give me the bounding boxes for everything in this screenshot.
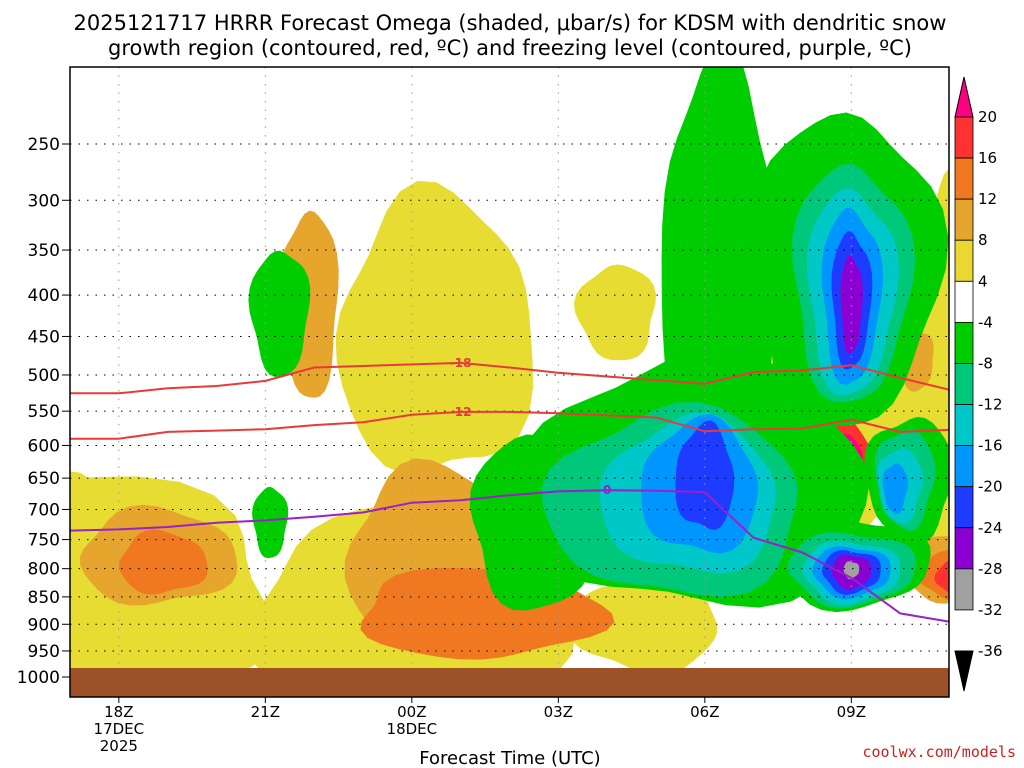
y-tick-label-500: 500: [28, 366, 60, 386]
colorbar-band-10: [954, 486, 974, 529]
colorbar-band-9: [954, 445, 974, 488]
dgz-minus12-contour: [70, 410, 949, 440]
dgz-minus12-contour-label: -12: [450, 405, 472, 419]
y-tick-label-450: 450: [28, 327, 60, 347]
freezing-level-contour-label: 0: [603, 483, 611, 497]
y-tick-label-900: 900: [28, 615, 60, 635]
y-tick-label-300: 300: [28, 191, 60, 211]
y-tick-label-850: 850: [28, 588, 60, 608]
colorbar-band-12: [954, 568, 974, 611]
colorbar-band-6: [954, 321, 974, 364]
y-axis-ticks: 250 300 350 400 450 500 550 600 650 700 750 800 850 9…: [17, 135, 70, 688]
colorbar-label-11: -28: [978, 560, 1003, 578]
colorbar-band-1: [954, 116, 974, 159]
colorbar-band-3: [954, 198, 974, 241]
x-tick-label-21Z-0: 21Z: [251, 703, 280, 721]
contour-lines: -18 -12 0: [70, 356, 949, 623]
omega-region-m4-6: [252, 486, 289, 558]
omega-region-p4-2: [335, 180, 533, 474]
x-axis-label: Forecast Time (UTC): [419, 748, 600, 768]
y-tick-label-750: 750: [28, 531, 60, 551]
colorbar-label-8: -16: [978, 437, 1003, 455]
y-tick-label-400: 400: [28, 286, 60, 306]
freezing-level-contour: [70, 489, 949, 623]
omega-region-m4-3: [661, 67, 779, 451]
plot-frame: [69, 66, 950, 698]
chart-title-line1: 2025121717 HRRR Forecast Omega (shaded, …: [74, 11, 947, 35]
colorbar-band-4: [954, 239, 974, 282]
omega-region-p4-4: [574, 264, 656, 361]
colorbar-label-1: 16: [978, 149, 997, 167]
omega-region-p12-1: [119, 529, 208, 595]
omega-region-m24-0: [840, 254, 863, 354]
colorbar-label-13: -36: [978, 642, 1003, 660]
dgz-minus18-contour-label: -18: [450, 356, 472, 370]
colorbar-label-12: -32: [978, 601, 1003, 619]
omega-region-p12-2: [915, 550, 949, 601]
colorbar-label-5: -4: [978, 313, 993, 331]
x-tick-label-18Z-1: 17DEC: [94, 720, 145, 738]
x-tick-label-00Z-0: 00Z: [397, 703, 426, 721]
colorbar-band-8: [954, 404, 974, 447]
colorbar-label-2: 12: [978, 190, 997, 208]
colorbar-band-7: [954, 363, 974, 405]
colorbar-top-arrow: [954, 76, 974, 118]
ground-surface: [70, 668, 949, 697]
colorbar-band-2: [954, 157, 974, 200]
colorbar-label-7: -12: [978, 396, 1003, 414]
grid-lines: [70, 67, 949, 697]
y-tick-label-1000: 1000: [17, 668, 60, 688]
x-tick-label-03Z-0: 03Z: [544, 703, 573, 721]
colorbar-label-4: 4: [978, 272, 988, 290]
y-tick-label-950: 950: [28, 642, 60, 662]
chart-title-line2: growth region (contoured, red, ºC) and f…: [108, 36, 912, 60]
dgz-minus18-contour: [70, 361, 949, 395]
colorbar-label-3: 8: [978, 231, 988, 249]
y-tick-label-550: 550: [28, 402, 60, 422]
omega-region-m4-4: [248, 250, 311, 377]
x-tick-label-06Z-0: 06Z: [690, 703, 719, 721]
omega-region-p16-1: [934, 560, 949, 594]
omega-region-m16-3: [882, 463, 909, 514]
x-tick-label-00Z-1: 18DEC: [387, 720, 438, 738]
x-tick-label-18Z-2: 2025: [100, 737, 138, 755]
colorbar-band-11: [954, 527, 974, 570]
colorbar-label-6: -8: [978, 354, 993, 372]
omega-shading: [70, 67, 949, 697]
y-tick-label-250: 250: [28, 135, 60, 155]
colorbar-bottom-arrow: [954, 650, 974, 692]
colorbar-band-5: [954, 280, 974, 323]
y-tick-label-600: 600: [28, 436, 60, 456]
colorbar-label-0: 20: [978, 108, 997, 126]
y-tick-label-650: 650: [28, 469, 60, 489]
y-tick-label-350: 350: [28, 241, 60, 261]
x-tick-label-18Z-0: 18Z: [104, 703, 133, 721]
colorbar: 20 16 12 8 4 -4 -8 -12 -16 -20 -24 -28 -32 -36: [954, 76, 1003, 692]
colorbar-label-10: -24: [978, 519, 1003, 537]
x-tick-label-09Z-0: 09Z: [837, 703, 866, 721]
y-tick-label-800: 800: [28, 560, 60, 580]
y-tick-label-700: 700: [28, 500, 60, 520]
site-credit: coolwx.com/models: [862, 743, 1016, 761]
colorbar-label-9: -20: [978, 478, 1003, 496]
